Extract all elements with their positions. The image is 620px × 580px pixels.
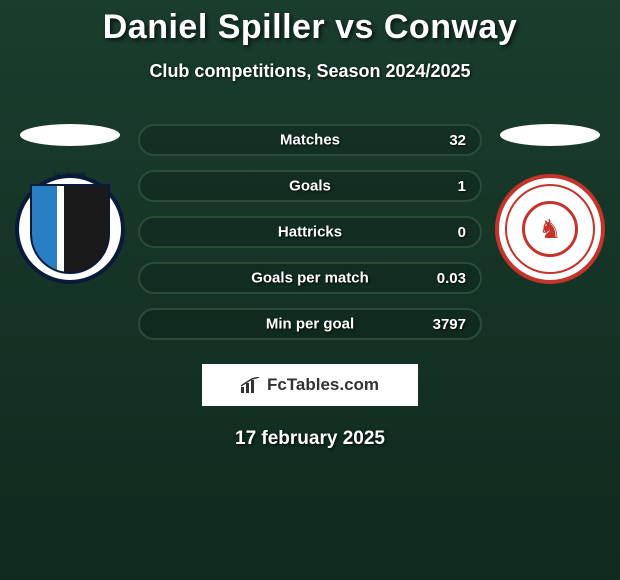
lion-icon: ♞ [522,201,578,257]
player-right-column: ♞ [490,124,610,284]
stat-bar-matches: Matches 32 [138,124,482,156]
club-badge-left: GILLINGHAM [15,174,125,284]
stat-label: Goals [289,178,331,195]
player-left-avatar [20,124,120,146]
stat-right-value: 32 [426,132,466,149]
chart-icon [241,377,261,393]
club-badge-right: ♞ [495,174,605,284]
stat-bar-hattricks: Hattricks 0 [138,216,482,248]
subtitle: Club competitions, Season 2024/2025 [0,61,620,82]
stat-bar-goals-per-match: Goals per match 0.03 [138,262,482,294]
attribution-text: FcTables.com [267,375,379,395]
stat-right-value: 0.03 [426,270,466,287]
attribution-badge[interactable]: FcTables.com [202,364,418,406]
stat-right-value: 0 [426,224,466,241]
shield-icon: GILLINGHAM [30,184,110,274]
stat-label: Matches [280,132,340,149]
page-title: Daniel Spiller vs Conway [0,0,620,47]
stat-bar-min-per-goal: Min per goal 3797 [138,308,482,340]
date-text: 17 february 2025 [0,428,620,450]
player-left-column: GILLINGHAM [10,124,130,284]
player-right-avatar [500,124,600,146]
stat-right-value: 1 [426,178,466,195]
comparison-row: GILLINGHAM Matches 32 Goals 1 Hattricks … [0,124,620,340]
stat-label: Hattricks [278,224,342,241]
stat-label: Goals per match [251,270,369,287]
stats-column: Matches 32 Goals 1 Hattricks 0 Goals per… [130,124,490,340]
stat-label: Min per goal [266,316,354,333]
stat-bar-goals: Goals 1 [138,170,482,202]
badge-left-text: GILLINGHAM [54,172,86,178]
stat-right-value: 3797 [426,316,466,333]
